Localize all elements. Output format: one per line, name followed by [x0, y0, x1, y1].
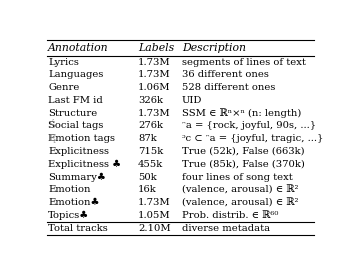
Text: Emotion♣: Emotion♣: [48, 198, 100, 207]
Text: Social tags: Social tags: [48, 121, 103, 131]
Text: Structure: Structure: [48, 109, 98, 118]
Text: Explicitness ♣: Explicitness ♣: [48, 160, 121, 169]
Text: Languages: Languages: [48, 70, 103, 79]
Text: Labels: Labels: [138, 43, 174, 53]
Text: Annotation: Annotation: [48, 43, 109, 53]
Text: 2.10M: 2.10M: [138, 224, 171, 233]
Text: 715k: 715k: [138, 147, 163, 156]
Text: 50k: 50k: [138, 172, 157, 181]
Text: 1.73M: 1.73M: [138, 58, 171, 67]
Text: True (52k), False (663k): True (52k), False (663k): [182, 147, 304, 156]
Text: Lyrics: Lyrics: [48, 58, 79, 67]
Text: 528 different ones: 528 different ones: [182, 83, 275, 92]
Text: 36 different ones: 36 different ones: [182, 70, 269, 79]
Text: 455k: 455k: [138, 160, 163, 169]
Text: 276k: 276k: [138, 121, 163, 131]
Text: 1.73M: 1.73M: [138, 70, 171, 79]
Text: diverse metadata: diverse metadata: [182, 224, 270, 233]
Text: 1.06M: 1.06M: [138, 83, 171, 92]
Text: ᵓc ⊂ ᵔa = {joyful, tragic, ...}: ᵓc ⊂ ᵔa = {joyful, tragic, ...}: [182, 134, 323, 143]
Text: Summary♣: Summary♣: [48, 172, 106, 182]
Text: ᵔa = {rock, joyful, 90s, ...}: ᵔa = {rock, joyful, 90s, ...}: [182, 121, 316, 131]
Text: Emotion tags: Emotion tags: [48, 134, 115, 143]
Text: True (85k), False (370k): True (85k), False (370k): [182, 160, 304, 169]
Text: Genre: Genre: [48, 83, 80, 92]
Text: Ę: Ę: [48, 134, 55, 143]
Text: 87k: 87k: [138, 134, 157, 143]
Text: 326k: 326k: [138, 96, 163, 105]
Text: 16k: 16k: [138, 185, 157, 194]
Text: Topics♣: Topics♣: [48, 211, 89, 220]
Text: 1.73M: 1.73M: [138, 109, 171, 118]
Text: (valence, arousal) ∈ ℝ²: (valence, arousal) ∈ ℝ²: [182, 185, 298, 194]
Text: Description: Description: [182, 43, 246, 53]
Text: 1.05M: 1.05M: [138, 211, 171, 220]
Text: four lines of song text: four lines of song text: [182, 172, 293, 181]
Text: 1.73M: 1.73M: [138, 198, 171, 207]
Text: Prob. distrib. ∈ ℝ⁶⁰: Prob. distrib. ∈ ℝ⁶⁰: [182, 211, 278, 220]
Text: (valence, arousal) ∈ ℝ²: (valence, arousal) ∈ ℝ²: [182, 198, 298, 207]
Text: segments of lines of text: segments of lines of text: [182, 58, 306, 67]
Text: UID: UID: [182, 96, 202, 105]
Text: Total tracks: Total tracks: [48, 224, 108, 233]
Text: Ś: Ś: [48, 121, 55, 131]
Text: Last FM id: Last FM id: [48, 96, 103, 105]
Text: Explicitness: Explicitness: [48, 147, 109, 156]
Text: Emotion: Emotion: [48, 185, 90, 194]
Text: SSM ∈ ℝⁿ×ⁿ (n: length): SSM ∈ ℝⁿ×ⁿ (n: length): [182, 108, 301, 118]
